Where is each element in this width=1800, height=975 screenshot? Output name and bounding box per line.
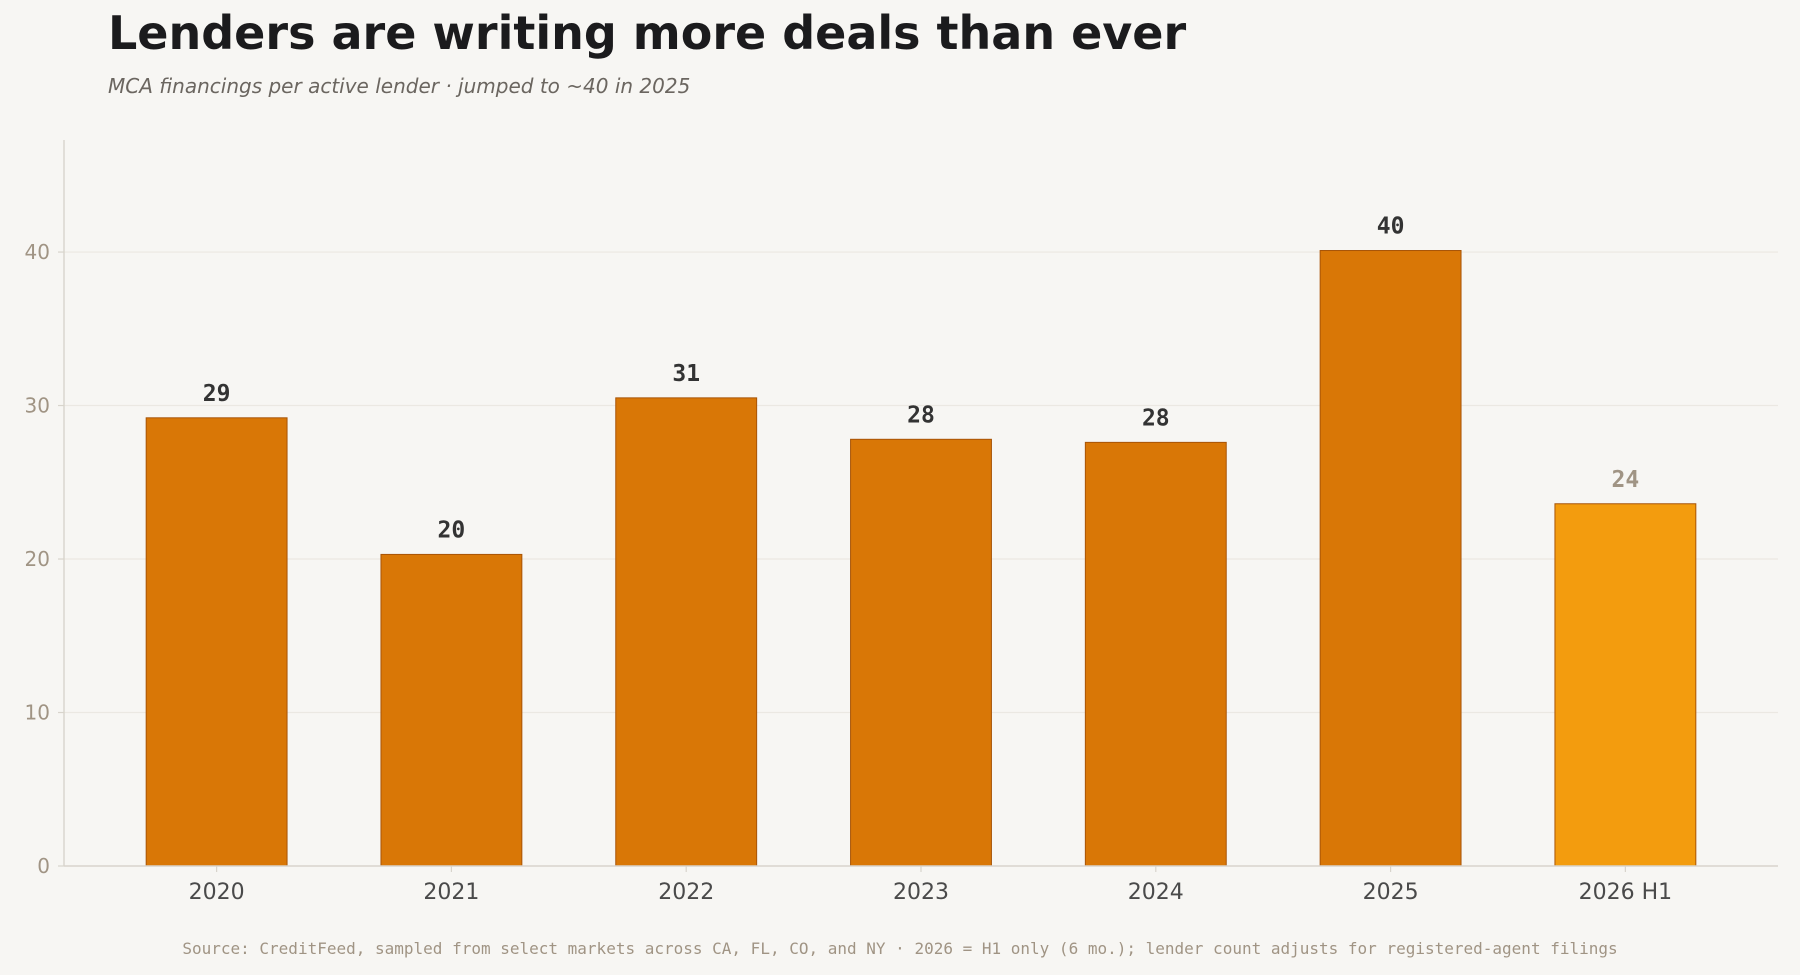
y-tick-label: 10 xyxy=(25,701,50,725)
bar-2025 xyxy=(1319,250,1462,867)
data-label: 28 xyxy=(1142,405,1170,431)
bar-2022 xyxy=(615,397,758,867)
x-tick-label: 2025 xyxy=(1363,880,1419,905)
data-label: 29 xyxy=(203,381,231,407)
source-note: Source: CreditFeed, sampled from select … xyxy=(182,939,1618,958)
chart-title: Lenders are writing more deals than ever xyxy=(108,6,1187,60)
data-label: 31 xyxy=(672,361,700,387)
bar-2026-h1 xyxy=(1554,503,1697,867)
x-tick-label: 2020 xyxy=(189,880,245,905)
data-label: 24 xyxy=(1612,467,1640,493)
y-tick-label: 30 xyxy=(25,394,50,418)
data-label: 28 xyxy=(907,402,935,428)
x-tick-label: 2023 xyxy=(893,880,949,905)
y-axis-ticks: 0 10 20 30 40 xyxy=(25,240,64,878)
x-tick-label: 2021 xyxy=(423,880,479,905)
bar-2024 xyxy=(1084,441,1227,867)
x-tick-label: 2026 H1 xyxy=(1579,880,1673,905)
data-label: 40 xyxy=(1377,214,1405,240)
x-tick-label: 2022 xyxy=(658,880,714,905)
y-tick-label: 40 xyxy=(25,240,50,264)
bar-2020 xyxy=(145,417,288,867)
x-tick-label: 2024 xyxy=(1128,880,1184,905)
bar-2023 xyxy=(850,438,992,867)
axes xyxy=(63,140,1778,867)
data-labels: 29 20 31 28 28 40 24 xyxy=(203,214,1639,544)
chart-subtitle: MCA financings per active lender · jumpe… xyxy=(108,74,691,98)
bar-2021 xyxy=(380,553,523,867)
y-tick-label: 0 xyxy=(37,854,50,878)
y-tick-label: 20 xyxy=(25,547,50,571)
x-axis-ticks: 2020 2021 2022 2023 2024 2025 2026 H1 xyxy=(189,866,1673,905)
data-label: 20 xyxy=(438,517,466,543)
bars xyxy=(145,250,1697,867)
